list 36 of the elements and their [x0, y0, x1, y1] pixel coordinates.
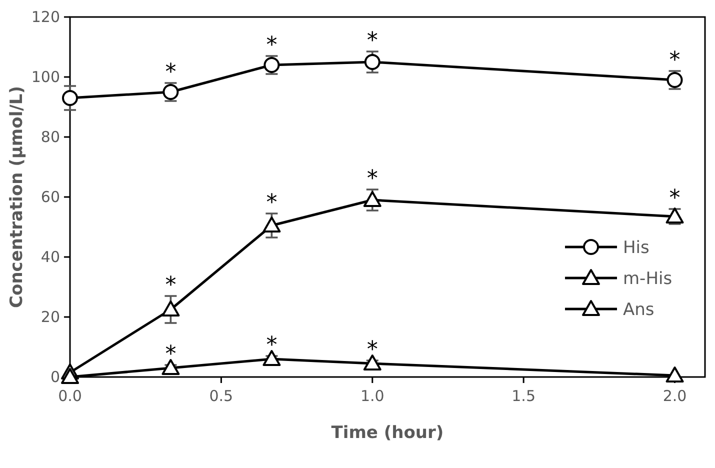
x-tick-label: 1.5 [512, 387, 536, 405]
x-tick-label: 0.0 [58, 387, 82, 405]
y-tick-label: 20 [40, 308, 60, 326]
point [162, 300, 180, 316]
point [262, 216, 281, 232]
point [262, 350, 281, 366]
y-axis-title: Concentration (μmol/L) [7, 86, 27, 308]
y-tick-label: 0 [50, 368, 60, 386]
annotation: * [165, 273, 176, 298]
point [666, 366, 684, 382]
y-tick-label: 40 [40, 248, 60, 266]
legend-label: m-His [623, 269, 672, 289]
annotation: * [165, 342, 176, 367]
y-tick-label: 60 [40, 188, 60, 206]
legend-label: His [623, 238, 650, 258]
annotation: * [669, 186, 680, 211]
y-tick-label: 80 [40, 128, 60, 146]
x-axis-title: Time (hour) [331, 423, 444, 443]
point [363, 354, 382, 370]
point [162, 359, 180, 375]
x-tick-label: 2.0 [662, 387, 687, 405]
point [363, 191, 382, 207]
annotation: * [266, 33, 278, 58]
x-tick-label: 0.5 [209, 387, 234, 405]
annotation: * [165, 60, 176, 85]
y-tick-label: 120 [31, 8, 60, 26]
point [61, 368, 79, 384]
annotation: * [266, 333, 278, 358]
annotation: * [366, 338, 378, 362]
annotation: * [266, 190, 278, 216]
annotation: * [366, 28, 378, 54]
legend-label: Ans [623, 300, 654, 320]
x-tick-label: 1.0 [360, 387, 384, 405]
annotation: * [366, 166, 378, 192]
annotation: * [669, 48, 680, 73]
y-tick-label: 100 [31, 68, 60, 86]
